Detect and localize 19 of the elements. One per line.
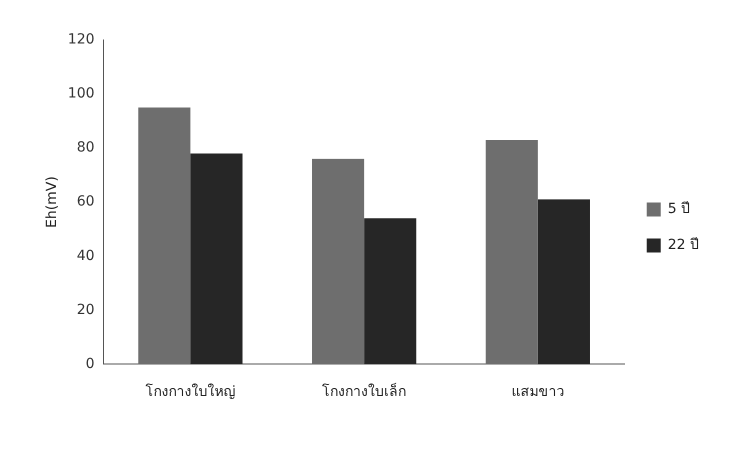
legend-label: 5 ปี [668,201,690,218]
bar [538,199,590,364]
y-tick-label: 100 [68,86,95,102]
y-tick-label: 0 [86,356,95,372]
bar [312,158,364,364]
bar [190,153,243,364]
y-tick-label: 40 [76,248,95,264]
x-tick-label: โกงกางใบใหญ่ [145,383,236,400]
x-tick-label: แสมขาว [511,384,564,400]
bar [486,140,538,364]
y-axis-title: Eh(mV) [44,176,60,228]
x-tick-label: โกงกางใบเล็ก [322,382,406,400]
y-tick-label: 20 [76,302,95,318]
bar [364,218,416,364]
bar [138,108,190,364]
y-tick-label: 120 [68,32,95,48]
legend-label: 22 ปี [668,237,699,254]
y-tick-label: 80 [76,140,95,156]
y-tick-label: 60 [76,194,95,210]
